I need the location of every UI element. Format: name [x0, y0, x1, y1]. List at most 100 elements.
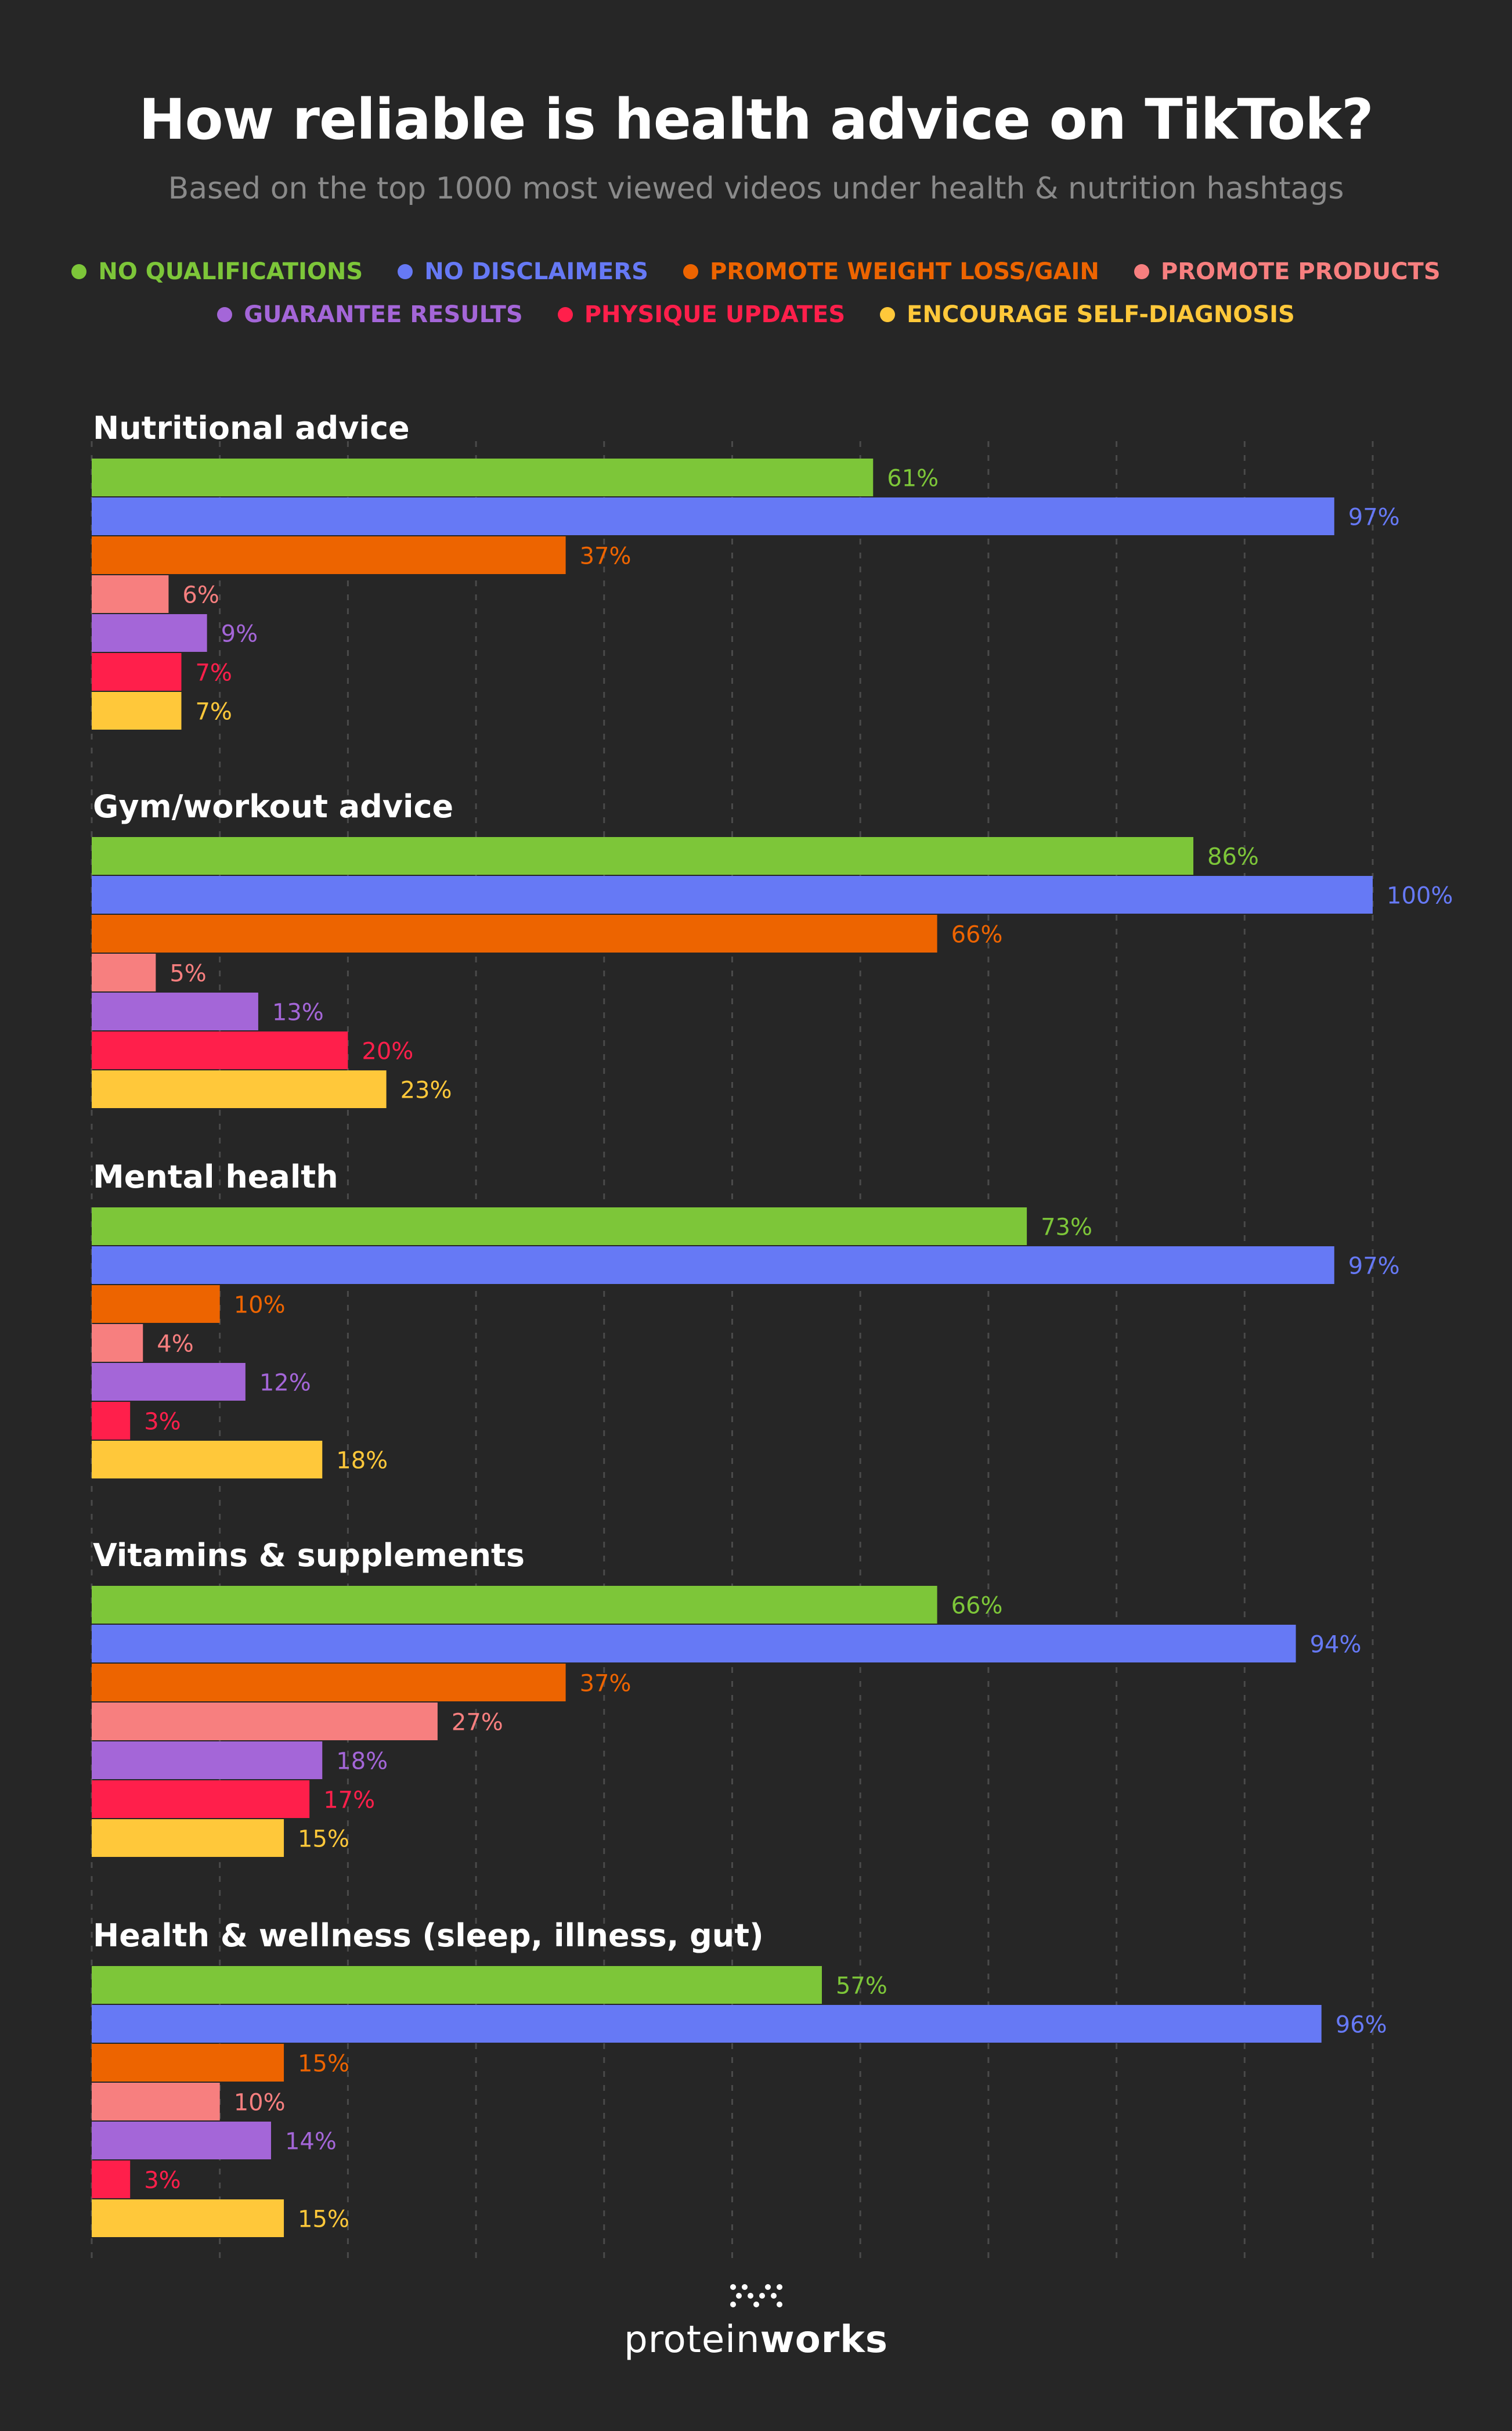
- legend-item: PROMOTE PRODUCTS: [1134, 258, 1441, 285]
- data-label: 73%: [1041, 1214, 1092, 1241]
- legend-label: GUARANTEE RESULTS: [244, 301, 523, 328]
- bar: [92, 1207, 1027, 1245]
- legend-swatch: [217, 307, 233, 322]
- data-label: 17%: [323, 1787, 375, 1814]
- bar: [92, 837, 1194, 875]
- data-label: 100%: [1387, 883, 1453, 910]
- data-label: 57%: [836, 1973, 887, 2000]
- data-label: 7%: [195, 699, 232, 726]
- bar: [92, 1363, 246, 1401]
- legend-label: NO QUALIFICATIONS: [98, 258, 363, 285]
- bar: [92, 954, 156, 991]
- bar: [92, 1741, 323, 1779]
- legend-item: NO DISCLAIMERS: [398, 258, 648, 285]
- bar: [92, 1625, 1296, 1662]
- bar: [92, 993, 258, 1030]
- legend-label: ENCOURAGE SELF-DIAGNOSIS: [907, 301, 1295, 328]
- data-label: 15%: [298, 2206, 349, 2233]
- data-label: 9%: [221, 621, 258, 648]
- bar: [92, 876, 1373, 914]
- bar: [92, 497, 1334, 535]
- data-label: 18%: [336, 1748, 388, 1775]
- chart-title: How reliable is health advice on TikTok?: [139, 87, 1373, 152]
- legend-item: PROMOTE WEIGHT LOSS/GAIN: [683, 258, 1099, 285]
- data-label: 18%: [336, 1448, 388, 1474]
- data-label: 15%: [298, 1826, 349, 1853]
- brand-word-light: protein: [624, 2318, 760, 2361]
- group-label: Nutritional advice: [93, 410, 410, 446]
- bar: [92, 1246, 1334, 1284]
- group-label: Gym/workout advice: [93, 788, 453, 825]
- bar: [92, 459, 874, 496]
- bar: [92, 575, 169, 613]
- legend-label: PROMOTE PRODUCTS: [1160, 258, 1441, 285]
- group-label: Health & wellness (sleep, illness, gut): [93, 1917, 764, 1954]
- bar: [92, 2122, 271, 2159]
- data-label: 3%: [144, 2167, 181, 2194]
- legend-label: PROMOTE WEIGHT LOSS/GAIN: [709, 258, 1099, 285]
- data-label: 3%: [144, 1409, 181, 1435]
- legend-label: PHYSIQUE UPDATES: [584, 301, 846, 328]
- bar: [92, 2044, 284, 2082]
- data-label: 10%: [234, 1292, 286, 1319]
- data-label: 15%: [298, 2051, 349, 2077]
- legend-item: PHYSIQUE UPDATES: [557, 301, 846, 328]
- bar: [92, 1819, 284, 1857]
- data-label: 23%: [400, 1077, 452, 1104]
- bar: [92, 1070, 387, 1108]
- data-label: 12%: [259, 1370, 311, 1397]
- legend-item: ENCOURAGE SELF-DIAGNOSIS: [880, 301, 1295, 328]
- data-label: 97%: [1348, 504, 1400, 531]
- bar: [92, 536, 566, 574]
- bar: [92, 915, 937, 953]
- data-label: 66%: [951, 1593, 1003, 1620]
- legend-item: NO QUALIFICATIONS: [71, 258, 363, 285]
- group-label: Mental health: [93, 1159, 338, 1195]
- data-label: 7%: [195, 660, 232, 687]
- legend-swatch: [880, 307, 896, 322]
- legend-row: GUARANTEE RESULTS PHYSIQUE UPDATES ENCOURA…: [0, 301, 1512, 328]
- bar: [92, 1402, 131, 1440]
- bar: [92, 653, 182, 691]
- bar: [92, 692, 182, 730]
- bar: [92, 2083, 220, 2120]
- bar: [92, 2161, 131, 2198]
- chart-subtitle: Based on the top 1000 most viewed videos…: [168, 171, 1344, 206]
- legend-label: NO DISCLAIMERS: [424, 258, 648, 285]
- bar-chart: Nutritional advice 61% 97% 37% 6%9% 7% 7% Gym/w…: [91, 410, 1453, 2264]
- bar: [92, 2005, 1322, 2043]
- legend-row: NO QUALIFICATIONS NO DISCLAIMERS PROMOTE W…: [0, 258, 1512, 285]
- data-label: 14%: [285, 2129, 337, 2155]
- bar: [92, 1285, 220, 1323]
- legend-swatch: [398, 264, 413, 279]
- bar: [92, 614, 207, 652]
- legend-swatch: [683, 264, 698, 279]
- bar: [92, 1586, 937, 1624]
- legend-swatch: [71, 264, 87, 279]
- legend-item: GUARANTEE RESULTS: [217, 301, 523, 328]
- data-label: 96%: [1336, 2012, 1387, 2039]
- chart-legend: NO QUALIFICATIONS NO DISCLAIMERS PROMOTE W…: [0, 258, 1512, 328]
- group-label: Vitamins & supplements: [93, 1537, 525, 1574]
- data-label: 4%: [157, 1331, 193, 1358]
- brand-footer: proteinworks: [0, 2281, 1512, 2361]
- bar: [92, 1664, 566, 1701]
- legend-swatch: [1134, 264, 1149, 279]
- bar: [92, 1031, 348, 1069]
- bar: [92, 1966, 822, 2004]
- data-label: 13%: [272, 1000, 324, 1026]
- data-label: 94%: [1310, 1632, 1362, 1658]
- bar: [92, 1703, 438, 1740]
- data-label: 10%: [234, 2090, 286, 2116]
- data-label: 37%: [580, 543, 631, 570]
- data-label: 86%: [1207, 844, 1259, 871]
- data-label: 37%: [580, 1671, 631, 1697]
- data-label: 5%: [169, 961, 206, 987]
- legend-swatch: [557, 307, 573, 322]
- data-label: 61%: [887, 466, 939, 492]
- bar: [92, 1441, 323, 1478]
- data-label: 97%: [1348, 1253, 1400, 1280]
- data-label: 27%: [452, 1709, 503, 1736]
- data-label: 20%: [362, 1038, 413, 1065]
- brand-wordmark: proteinworks: [0, 2318, 1512, 2361]
